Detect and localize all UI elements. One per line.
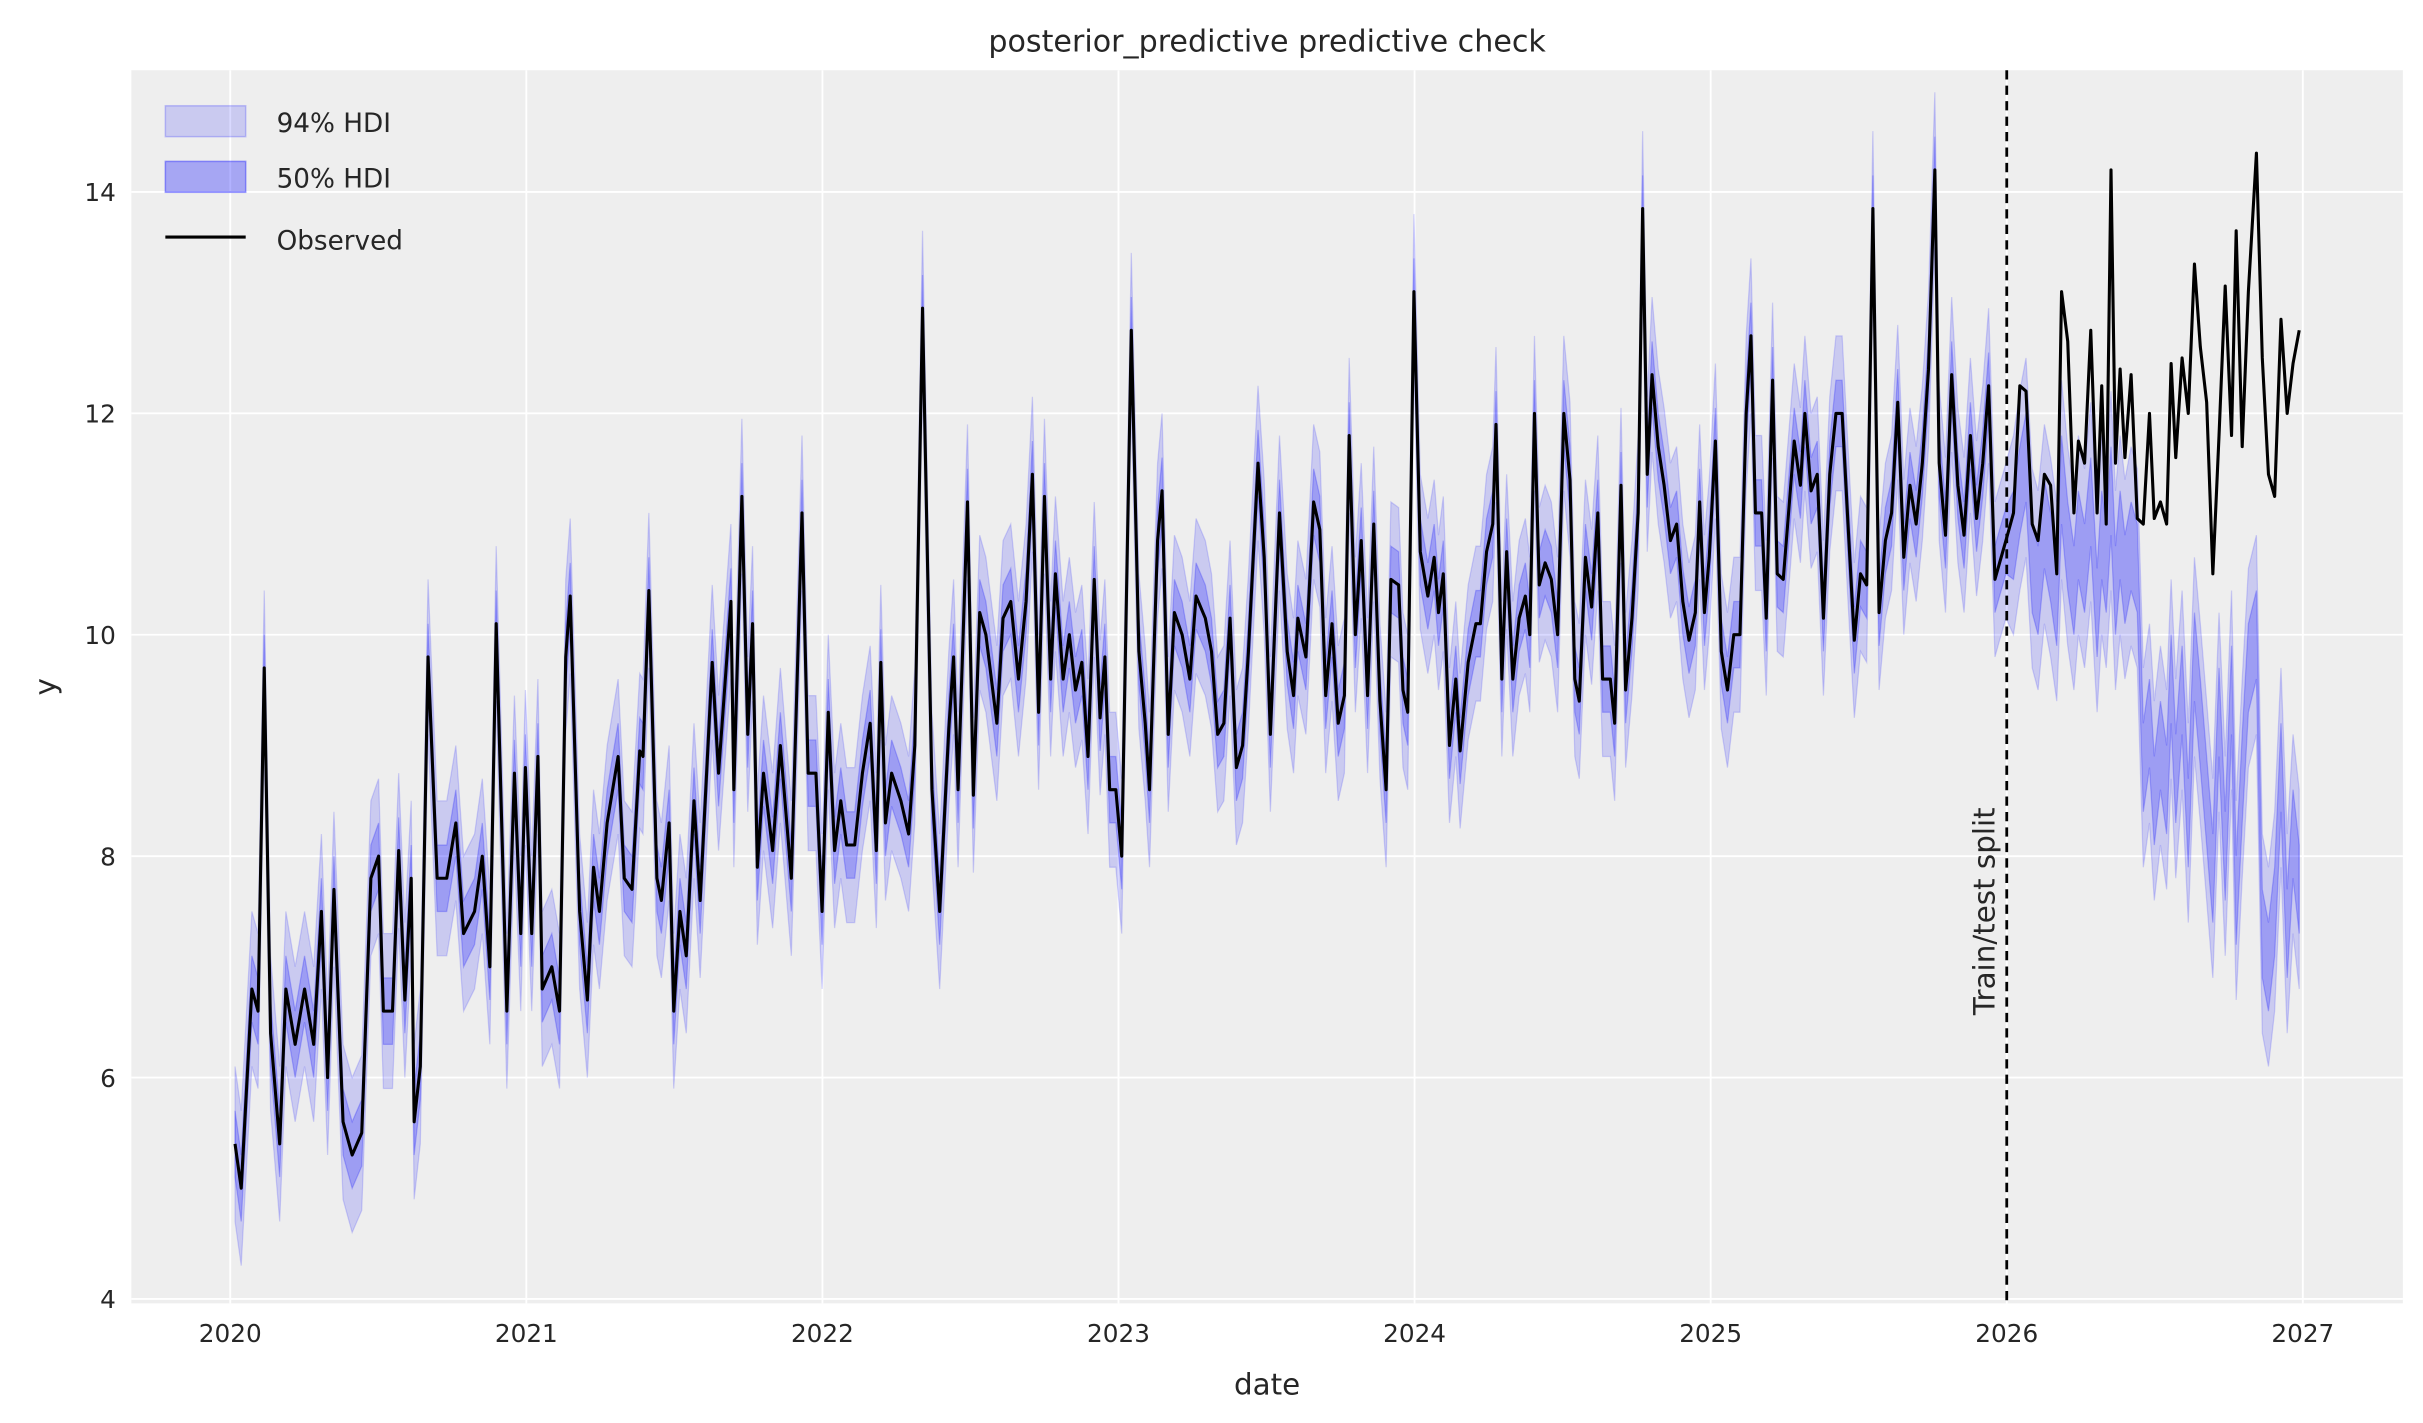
legend-label-hdi-94: 94% HDI — [277, 109, 391, 139]
y-tick-label: 8 — [100, 842, 116, 871]
legend: 94% HDI 50% HDI Observed — [164, 104, 403, 256]
observed-line — [233, 151, 2301, 1190]
hdi-50-band — [234, 136, 2300, 1222]
x-tick-label: 2026 — [1975, 1319, 2038, 1348]
legend-label-observed: Observed — [277, 226, 403, 256]
x-tick-label: 2027 — [2271, 1319, 2334, 1348]
y-tick-label: 14 — [84, 178, 115, 207]
x-tick-label: 2025 — [1679, 1319, 1742, 1348]
x-tick-label: 2021 — [495, 1319, 558, 1348]
legend-swatch-hdi-94 — [164, 104, 247, 138]
x-tick-label: 2024 — [1383, 1319, 1446, 1348]
axis-ticks: 2020 2021 2022 2023 2024 2025 2026 2027 4 6 8 10 12 1… — [84, 178, 2334, 1348]
grid-lines — [131, 70, 2403, 1304]
y-tick-label: 4 — [100, 1285, 116, 1314]
y-tick-label: 12 — [84, 400, 115, 429]
chart-title: posterior_predictive predictive check — [988, 25, 1546, 60]
x-axis-label: date — [1234, 1368, 1300, 1402]
y-tick-label: 6 — [100, 1064, 116, 1093]
legend-swatch-hdi-50 — [164, 160, 247, 194]
x-tick-label: 2020 — [199, 1319, 262, 1348]
legend-label-hdi-50: 50% HDI — [277, 165, 391, 195]
train-test-split-label: Train/test split — [1967, 807, 2001, 1016]
y-tick-label: 10 — [84, 621, 115, 650]
y-axis-label: y — [29, 678, 63, 695]
x-tick-label: 2022 — [791, 1319, 854, 1348]
x-tick-label: 2023 — [1087, 1319, 1150, 1348]
hdi-50-area — [234, 136, 2300, 1222]
plot-background — [131, 70, 2403, 1304]
